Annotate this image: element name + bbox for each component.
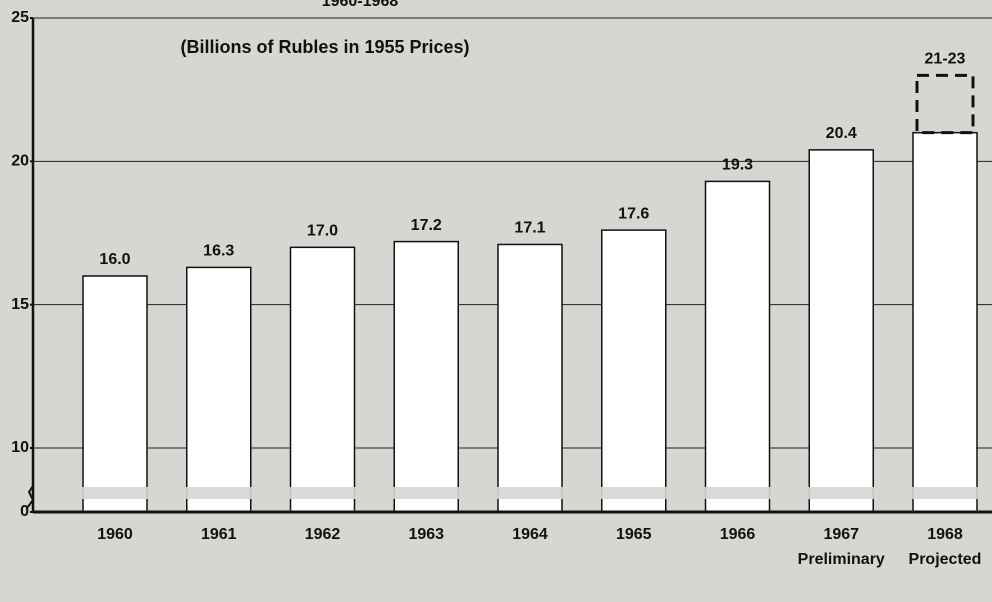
x-tick-note: Projected [909,551,982,568]
value-label: 17.6 [618,205,649,222]
y-tick-label: 25 [11,9,29,26]
x-tick-label: 1963 [408,526,444,543]
y-tick-label: 15 [11,296,29,313]
x-tick-label: 1960 [97,526,133,543]
value-label: 17.2 [411,217,442,234]
value-label: 17.0 [307,223,338,240]
x-tick-label: 1964 [512,526,548,543]
x-tick-label: 1961 [201,526,237,543]
bar [289,246,356,513]
bar [497,243,563,513]
x-tick-label: 1965 [616,526,652,543]
y-tick-label: 10 [11,439,29,456]
value-label: 16.0 [99,251,130,268]
x-tick-label: 1962 [305,526,341,543]
y-tick-label: 20 [11,153,29,170]
bar [912,131,978,513]
bar [393,240,459,513]
bar [808,149,874,513]
value-label: 17.1 [514,220,545,237]
y-tick-label: 0 [20,503,29,520]
value-label: 20.4 [826,125,857,142]
x-tick-label: 1967 [823,526,859,543]
chart-title: 1960-1968 [322,0,399,10]
value-label: 16.3 [203,243,234,260]
x-tick-label: 1966 [720,526,756,543]
bar [186,266,252,513]
bar [82,275,148,513]
x-tick-label: 1968 [927,526,963,543]
bar [601,229,667,513]
chart-subtitle: (Billions of Rubles in 1955 Prices) [180,37,469,57]
x-tick-note: Preliminary [798,551,885,568]
axis-break [35,487,992,499]
axis-break-mark [26,485,35,509]
bar [704,180,771,513]
projected-range [915,73,975,135]
value-label: 19.3 [722,157,753,174]
value-label: 21-23 [925,51,966,68]
